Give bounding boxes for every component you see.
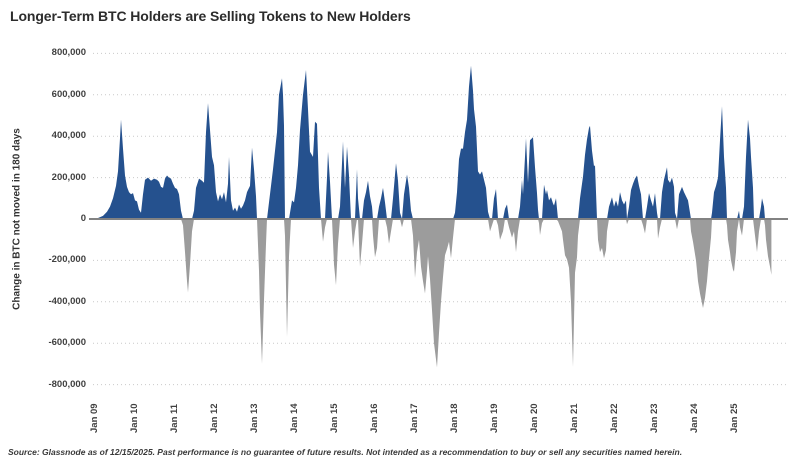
x-tick-label: Jan 18 [449,403,460,433]
x-tick-label: Jan 25 [729,403,740,433]
x-tick-label: Jan 11 [169,403,180,433]
x-tick-label: Jan 16 [369,403,380,433]
source-disclaimer: Source: Glassnode as of 12/15/2025. Past… [8,447,683,457]
x-tick-label: Jan 17 [409,403,420,433]
y-tick-label: -600,000 [48,337,86,349]
x-tick-label: Jan 20 [529,403,540,433]
x-tick-label: Jan 14 [289,403,300,433]
x-tick-label: Jan 10 [129,403,140,433]
x-tick-label: Jan 15 [329,403,340,433]
x-tick-label: Jan 22 [609,403,620,433]
x-tick-label: Jan 21 [569,403,580,433]
x-tick-label: Jan 13 [249,403,260,433]
y-tick-label: 800,000 [51,47,86,59]
x-tick-label: Jan 19 [489,403,500,433]
y-tick-label: -400,000 [48,295,86,307]
x-tick-label: Jan 09 [89,403,100,433]
y-tick-label: -800,000 [48,378,86,390]
negative-area-series [93,219,772,368]
x-tick-label: Jan 23 [649,403,660,433]
chart-title: Longer-Term BTC Holders are Selling Toke… [10,8,411,24]
y-tick-label: 200,000 [51,171,86,183]
positive-area-series [93,65,772,219]
x-tick-label: Jan 24 [689,403,700,433]
x-tick-label: Jan 12 [209,403,220,433]
y-tick-label: 600,000 [51,88,86,100]
y-tick-label: 0 [80,213,86,224]
y-tick-label: 400,000 [51,130,86,142]
y-tick-label: -200,000 [48,254,86,266]
